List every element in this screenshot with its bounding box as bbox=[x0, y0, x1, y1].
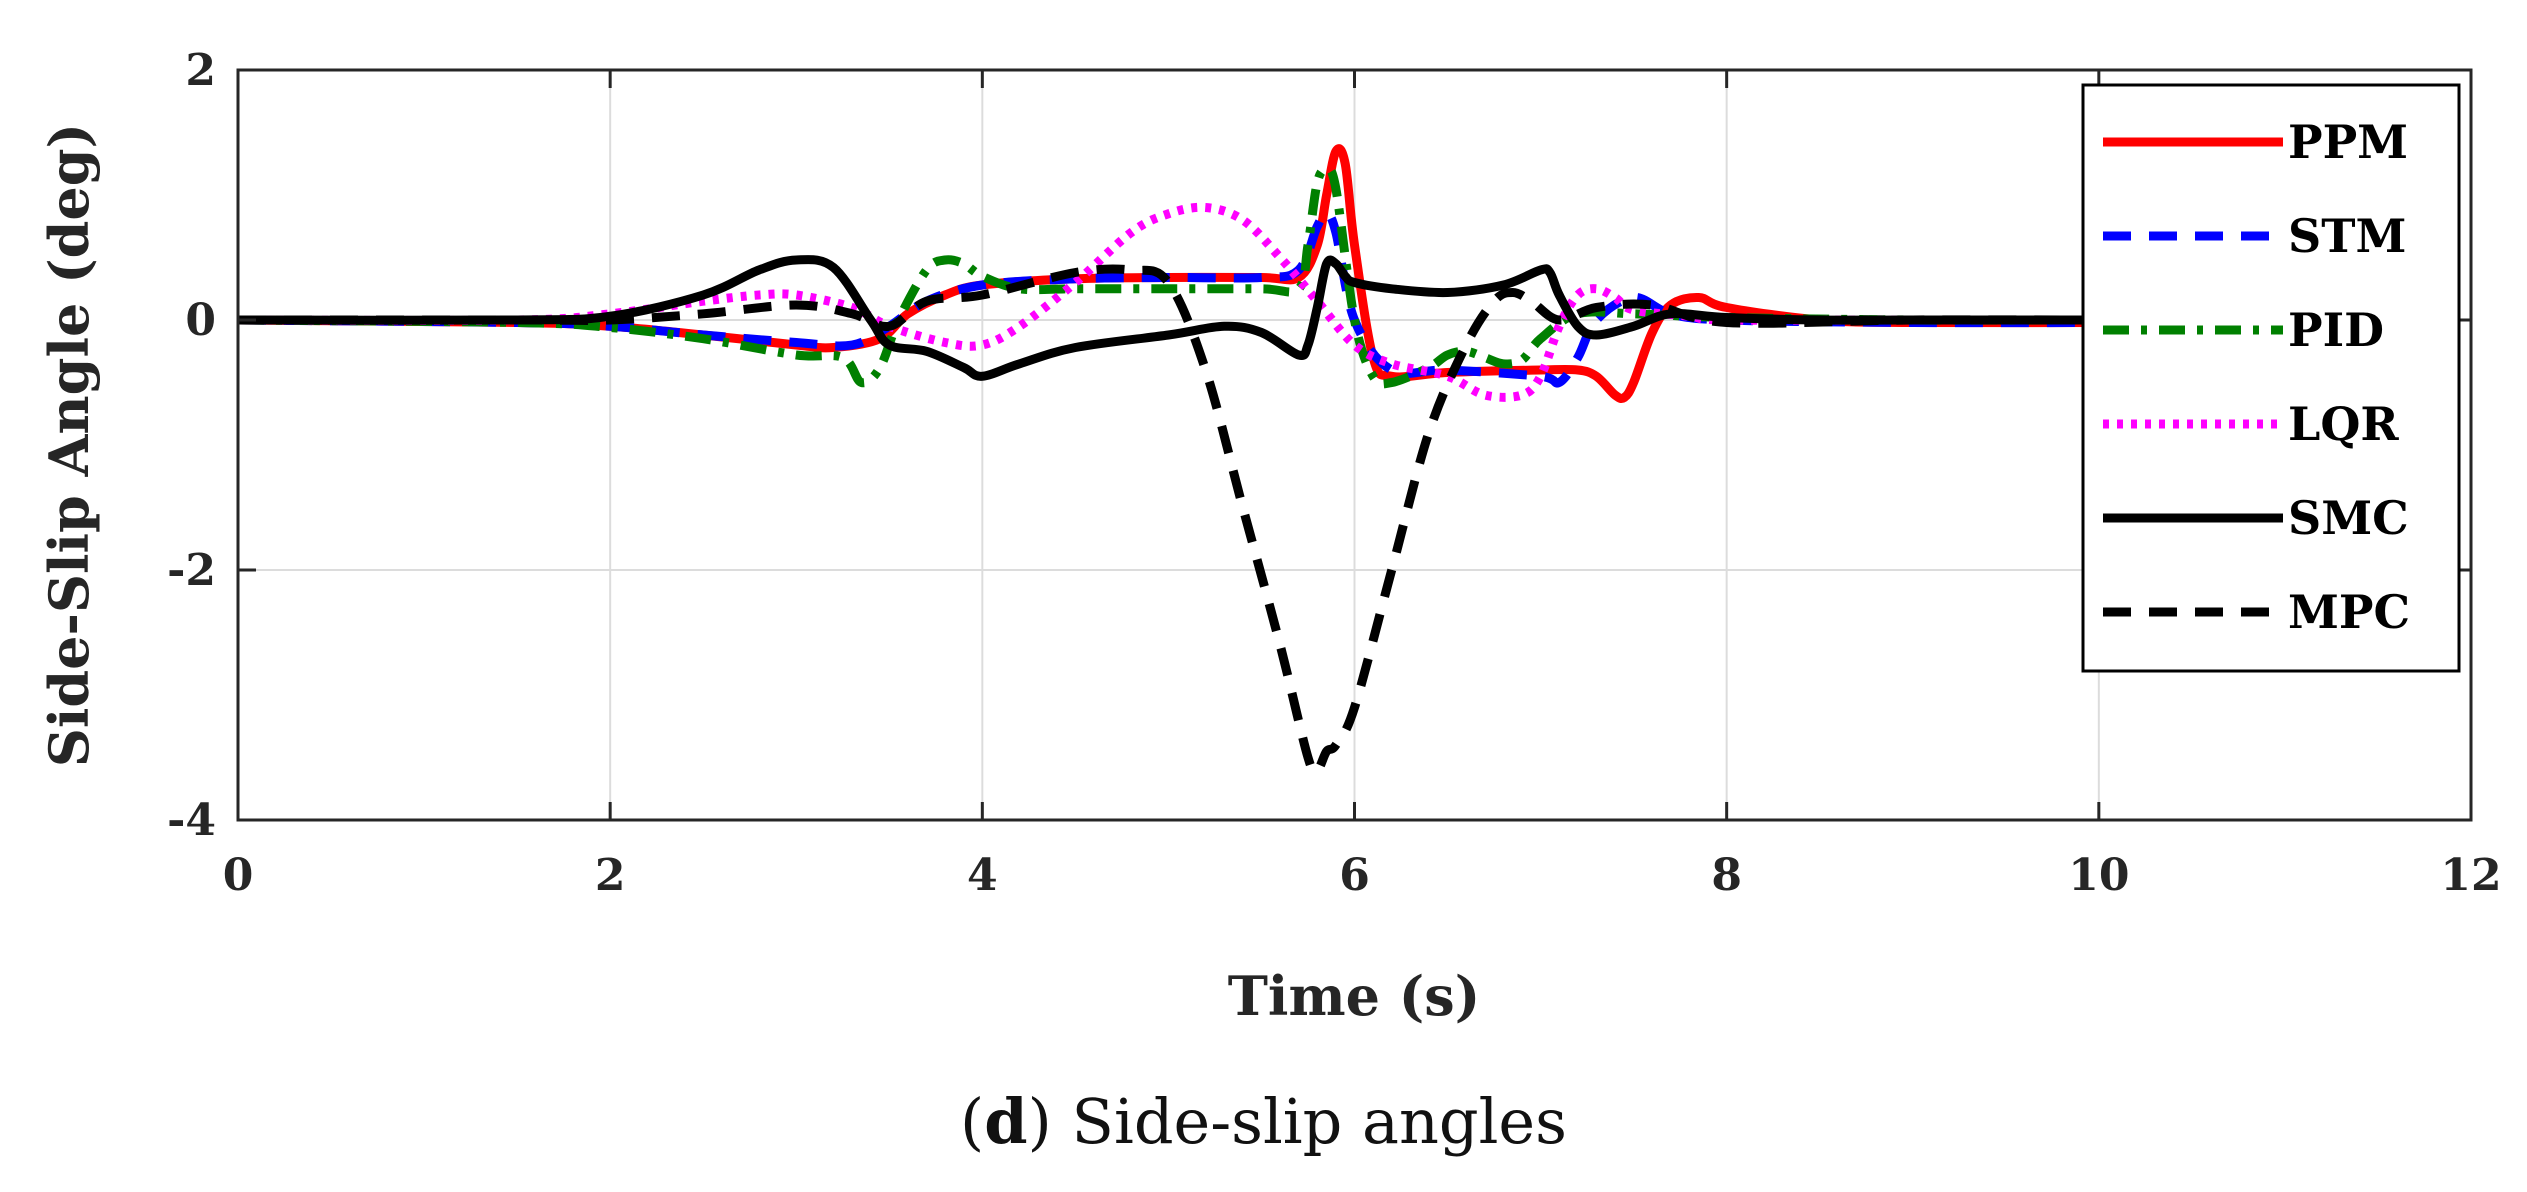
y-tick-label-1: -2 bbox=[167, 545, 216, 596]
legend-label-smc: SMC bbox=[2288, 491, 2409, 545]
y-tick-label-3: 2 bbox=[185, 45, 216, 96]
y-tick-label-2: 0 bbox=[185, 295, 216, 346]
series-line-mpc bbox=[237, 264, 2285, 777]
legend-label-lqr: LQR bbox=[2288, 397, 2399, 451]
series-group bbox=[237, 144, 2285, 777]
x-tick-label-0: 0 bbox=[223, 850, 254, 901]
legend-label-mpc: MPC bbox=[2288, 585, 2410, 639]
legend: PPM STM PID LQR SMC MPC bbox=[2081, 83, 2461, 673]
ticks: 0 2 4 6 8 10 12 -4 -2 0 2 bbox=[167, 45, 2502, 901]
y-tick-label-0: -4 bbox=[167, 795, 216, 846]
series-line-ppm bbox=[237, 144, 2285, 404]
legend-label-pid: PID bbox=[2288, 303, 2384, 357]
legend-label-ppm: PPM bbox=[2288, 115, 2408, 169]
caption-letter: d bbox=[984, 1085, 1028, 1158]
x-tick-label-4: 8 bbox=[1711, 850, 1742, 901]
series-line-pid bbox=[237, 165, 2285, 389]
series-line-smc bbox=[237, 255, 2285, 381]
legend-label-stm: STM bbox=[2288, 209, 2406, 263]
figure-caption: (d) Side-slip angles bbox=[960, 1085, 1567, 1158]
x-tick-label-6: 12 bbox=[2440, 850, 2501, 901]
caption-text: Side-slip angles bbox=[1071, 1085, 1567, 1158]
y-axis-title: Side-Slip Angle (deg) bbox=[37, 123, 101, 767]
x-tick-label-3: 6 bbox=[1339, 850, 1370, 901]
x-axis-title: Time (s) bbox=[1228, 964, 1481, 1028]
x-tick-label-5: 10 bbox=[2068, 850, 2129, 901]
x-tick-label-1: 2 bbox=[595, 850, 626, 901]
x-tick-label-2: 4 bbox=[967, 850, 998, 901]
legend-box bbox=[2081, 83, 2461, 673]
